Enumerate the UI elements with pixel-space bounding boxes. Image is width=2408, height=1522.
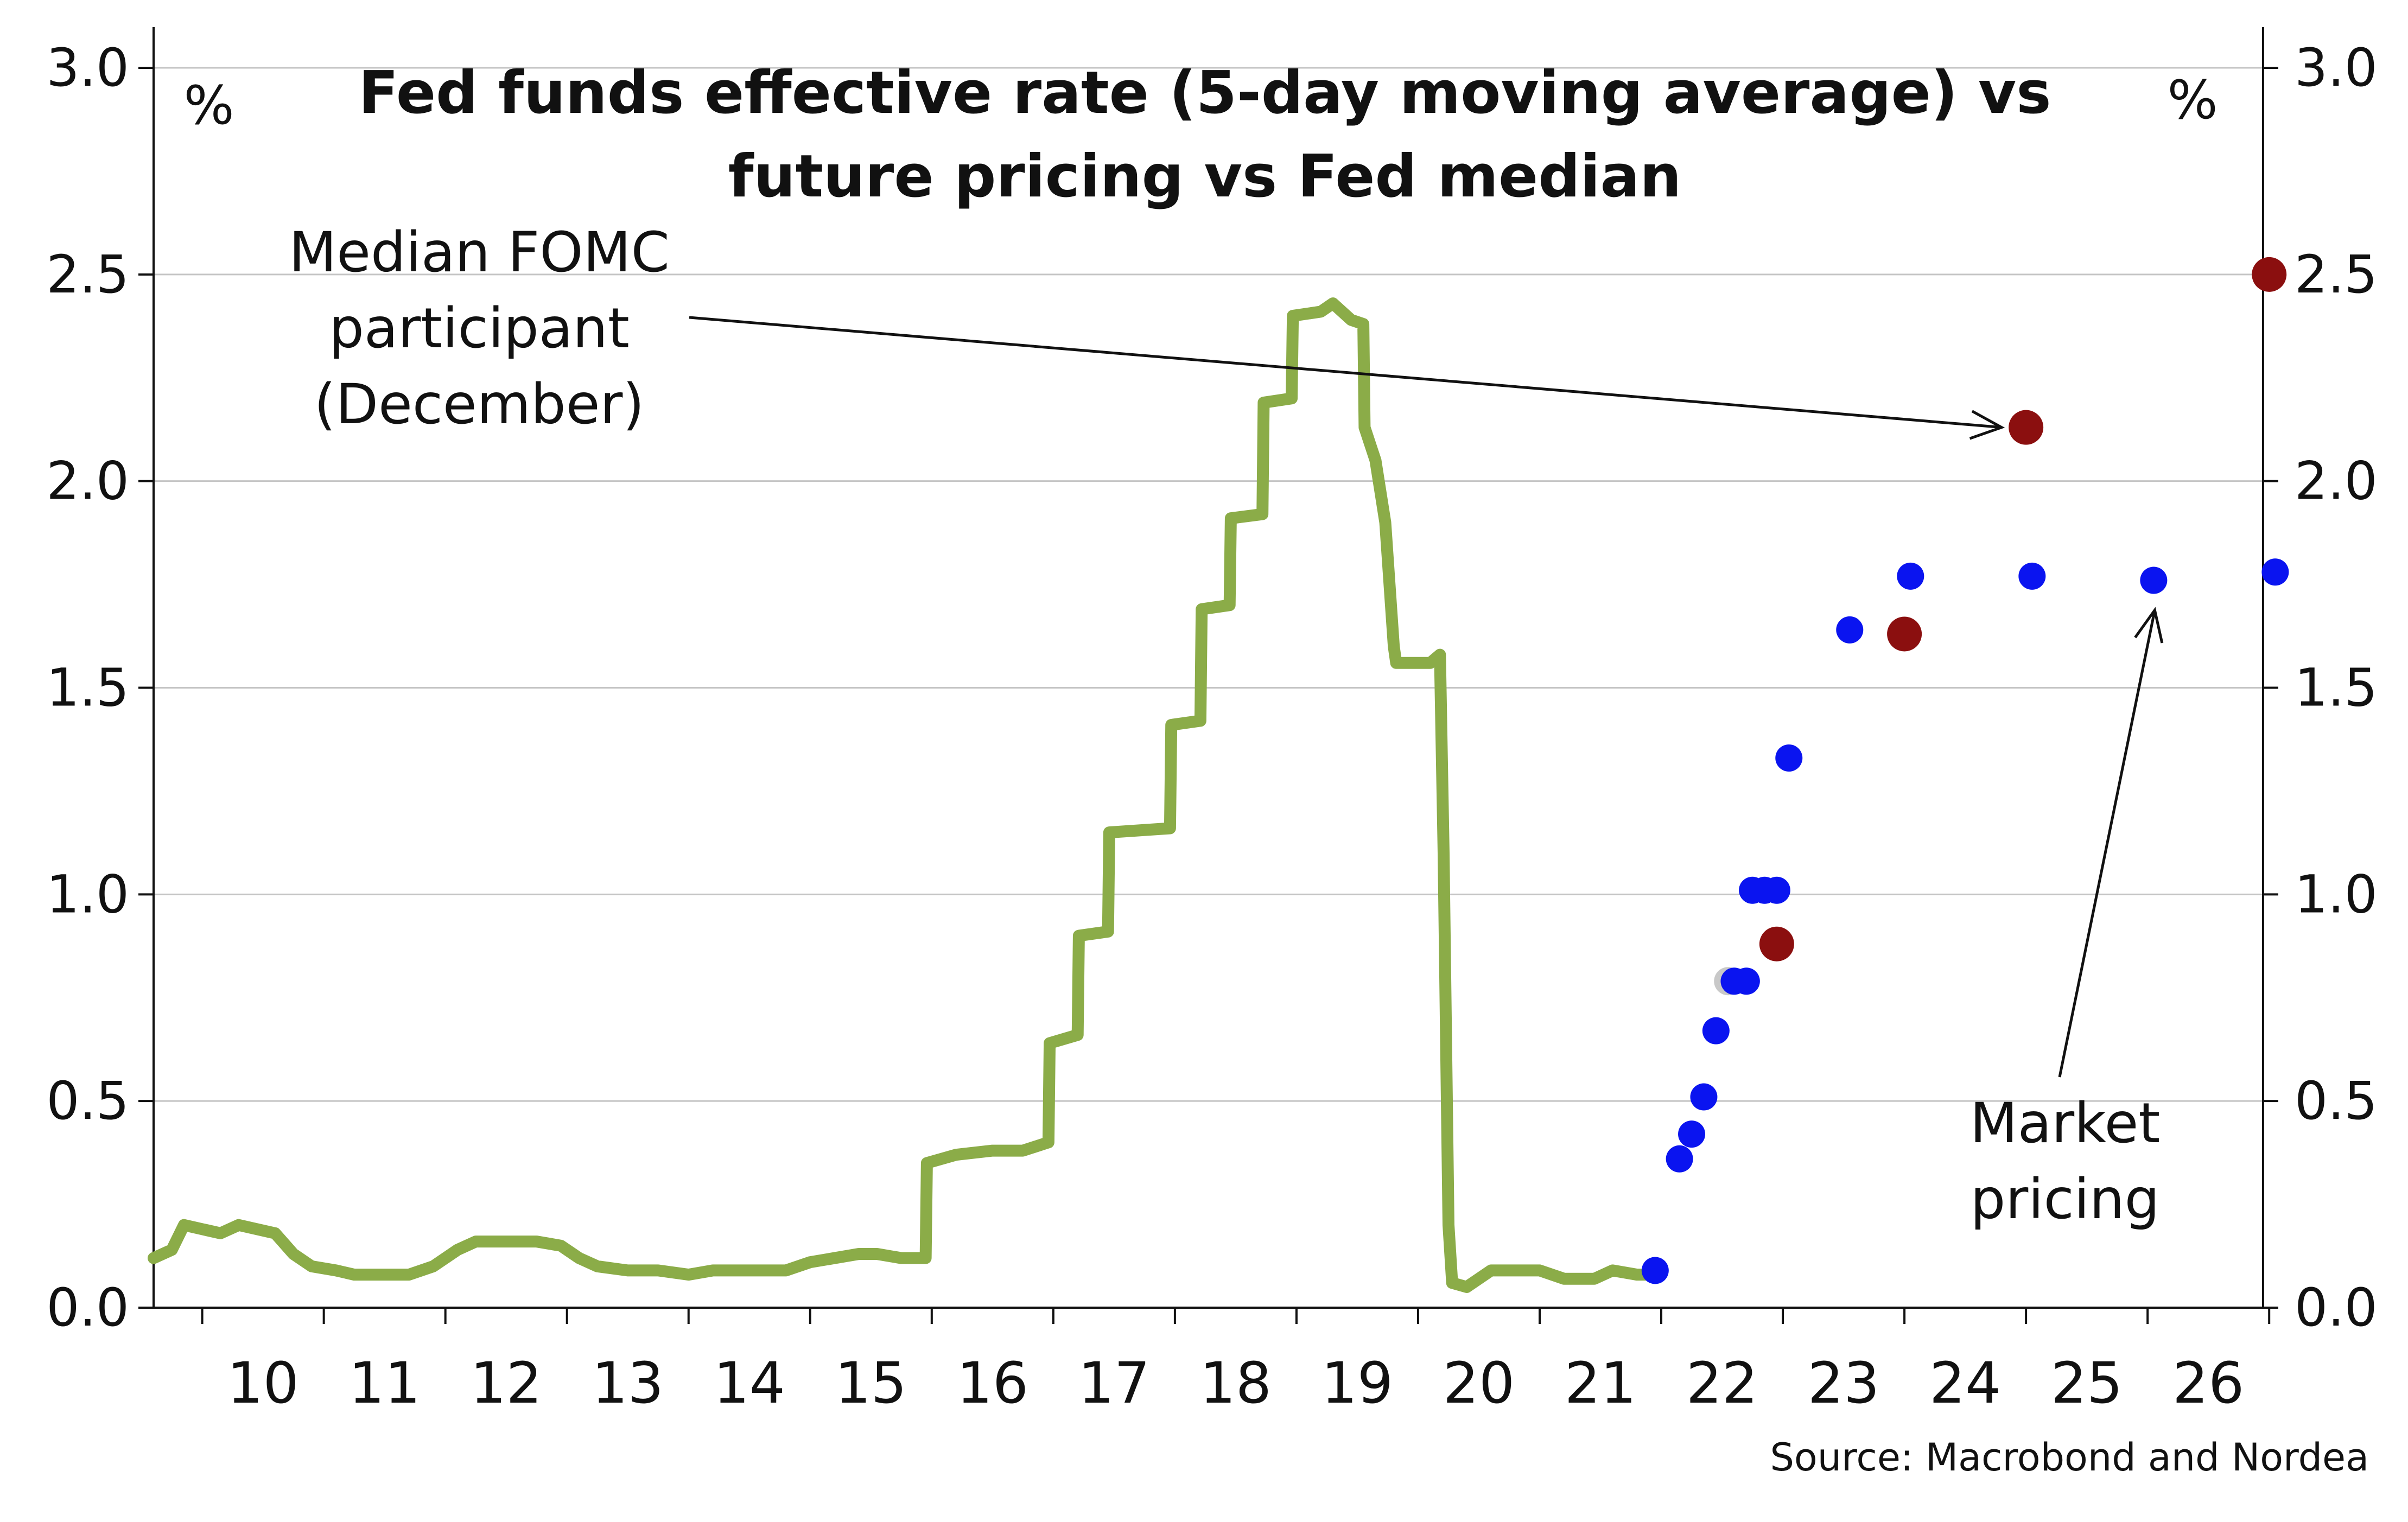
- x-tick-label-19: 19: [1321, 1350, 1393, 1416]
- market-pricing-point-2: [1678, 1120, 1706, 1148]
- x-tick-label-20: 20: [1443, 1350, 1515, 1416]
- y-tick-label-right-2: 1.0: [2295, 864, 2378, 925]
- annotations: [689, 316, 2164, 1078]
- market-pricing-point-11: [1836, 616, 1864, 644]
- x-tick-label-15: 15: [835, 1350, 907, 1416]
- y-tick-label-left-4: 2.0: [46, 451, 129, 512]
- x-tick-label-24: 24: [1929, 1350, 2001, 1416]
- x-tick-label-18: 18: [1200, 1350, 1272, 1416]
- market-pricing-point-13: [2018, 562, 2046, 590]
- market-pricing-point-14: [2140, 566, 2168, 594]
- x-tick-label-16: 16: [957, 1350, 1028, 1416]
- left-unit-label: %: [183, 75, 234, 137]
- y-tick-label-left-5: 2.5: [46, 244, 129, 305]
- fomc-annotation-line-3: (December): [314, 372, 645, 437]
- fomc-annotation-line-2: participant: [329, 296, 630, 361]
- market-pricing-point-0: [1641, 1257, 1669, 1284]
- y-tick-label-left-6: 3.0: [46, 37, 129, 98]
- market-annotation-line-1: Market: [1970, 1091, 2161, 1156]
- tick-labels: 0.0 0.0 0.5 0.5 1.0 1.0 1.5 1.5 2.0 2.0 2.5 2.5 3.0 3…: [46, 37, 2377, 1416]
- right-unit-label: %: [2167, 69, 2218, 131]
- x-tick-label-26: 26: [2172, 1350, 2244, 1416]
- y-tick-label-right-0: 0.0: [2295, 1277, 2378, 1338]
- x-tick-label-14: 14: [714, 1350, 785, 1416]
- y-tick-label-left-1: 0.5: [46, 1071, 129, 1131]
- fomc-median-point-3: [2252, 257, 2287, 292]
- y-tick-label-right-3: 1.5: [2295, 658, 2378, 718]
- market-pricing-point-1: [1666, 1145, 1693, 1173]
- series-layer: [148, 257, 2289, 1293]
- market-pricing-point-3: [1690, 1083, 1718, 1111]
- y-tick-label-left-3: 1.5: [46, 658, 129, 718]
- chart-title-line-1: Fed funds effective rate (5-day moving a…: [358, 59, 2051, 127]
- y-tick-label-right-4: 2.0: [2295, 451, 2378, 512]
- x-tick-label-10: 10: [227, 1350, 298, 1416]
- fomc-median-point-1: [1887, 616, 1922, 652]
- x-tick-label-12: 12: [471, 1350, 542, 1416]
- y-tick-label-right-6: 3.0: [2295, 37, 2378, 98]
- market-arrow-shaft: [2058, 609, 2156, 1078]
- axes: [138, 27, 2278, 1324]
- gridlines: [154, 67, 2263, 1102]
- market-pricing-point-12: [1897, 562, 1924, 590]
- chart-title-line-2: future pricing vs Fed median: [728, 143, 1682, 211]
- market-arrow-head: [2134, 607, 2164, 644]
- fomc-annotation-line-1: Median FOMC: [289, 220, 670, 285]
- x-tick-label-11: 11: [348, 1350, 420, 1416]
- x-tick-label-21: 21: [1565, 1350, 1636, 1416]
- market-pricing-point-10: [1775, 744, 1803, 772]
- market-pricing-point-4: [1702, 1017, 1730, 1045]
- effective-rate-line: [148, 297, 1661, 1293]
- x-tick-label-17: 17: [1078, 1350, 1150, 1416]
- y-tick-label-right-1: 0.5: [2295, 1071, 2378, 1131]
- x-tick-label-25: 25: [2051, 1350, 2123, 1416]
- y-tick-label-left-2: 1.0: [46, 864, 129, 925]
- fomc-median-point-2: [2009, 410, 2044, 445]
- market-pricing-point-15: [2261, 558, 2289, 586]
- fomc-arrow-head: [1969, 410, 2005, 440]
- x-tick-label-22: 22: [1686, 1350, 1758, 1416]
- x-tick-label-13: 13: [592, 1350, 664, 1416]
- market-pricing-point-6: [1732, 967, 1760, 995]
- market-pricing-point-9: [1763, 876, 1790, 904]
- x-tick-label-23: 23: [1808, 1350, 1879, 1416]
- source-note: Source: Macrobond and Nordea: [1770, 1435, 2369, 1480]
- fomc-median-point-0: [1759, 926, 1794, 961]
- y-tick-label-right-5: 2.5: [2295, 244, 2378, 305]
- fomc-arrow-shaft: [689, 316, 2002, 429]
- y-tick-label-left-0: 0.0: [46, 1277, 129, 1338]
- market-annotation-line-2: pricing: [1971, 1167, 2160, 1232]
